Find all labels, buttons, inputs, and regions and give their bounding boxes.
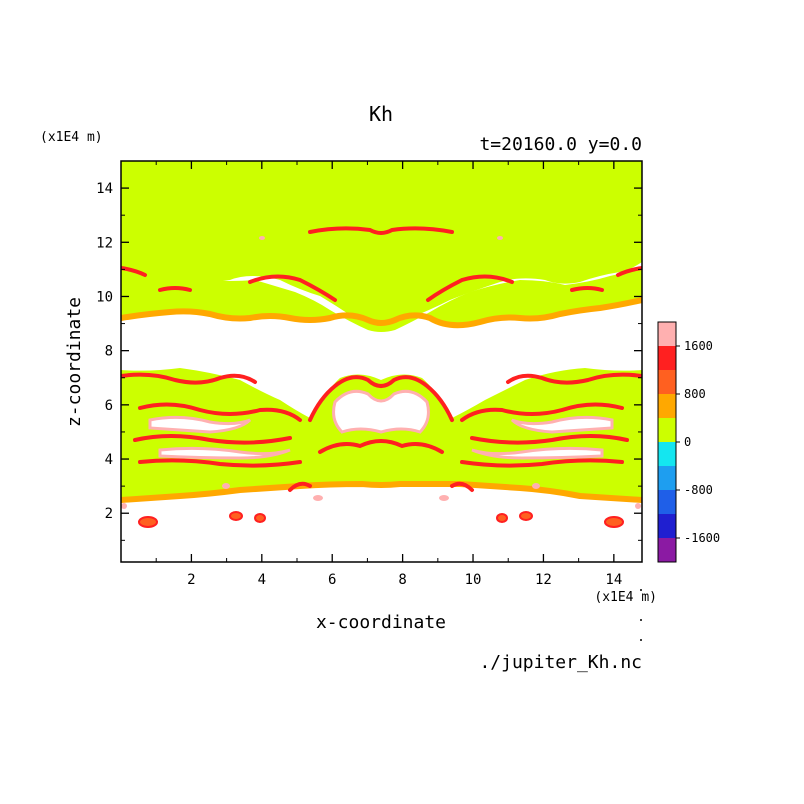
- y-axis-ticks: 2 4 6 8 10 12 14: [96, 160, 642, 541]
- x-axis-ticks: 2 4 6 8 10 12 14: [155, 161, 622, 588]
- colorbar-label: -1600: [684, 531, 720, 545]
- x-tick-label: 10: [465, 572, 482, 588]
- x-unit-label: (x1E4 m): [594, 590, 657, 605]
- colorbar-label: 0: [684, 435, 691, 449]
- colorbar-swatch: [658, 370, 676, 394]
- x-axis-label: x-coordinate: [316, 612, 446, 633]
- red-contours: [121, 226, 642, 492]
- middle-green-band: [121, 262, 642, 332]
- colorbar-swatch: [658, 418, 676, 442]
- white-pockets: [148, 389, 614, 460]
- y-axis-label: z-coordinate: [64, 297, 85, 427]
- x-tick-label: 8: [398, 572, 406, 588]
- x-tick-label: 12: [535, 572, 552, 588]
- colorbar-label: 800: [684, 387, 706, 401]
- chart-title: Kh: [369, 102, 393, 126]
- corner-dots: [640, 589, 642, 641]
- x-tick-label: 2: [187, 572, 195, 588]
- y-tick-label: 12: [96, 235, 113, 251]
- y-tick-label: 6: [105, 398, 113, 414]
- colorbar-swatch: [658, 442, 676, 466]
- colorbar-swatch: [658, 322, 676, 346]
- file-label: ./jupiter_Kh.nc: [479, 652, 642, 673]
- lower-blobs: [138, 511, 624, 528]
- y-tick-label: 4: [105, 452, 113, 468]
- y-tick-label: 14: [96, 181, 113, 197]
- colorbar-swatch: [658, 466, 676, 490]
- colorbar-swatch: [658, 346, 676, 370]
- y-tick-label: 2: [105, 506, 113, 522]
- orange-contours: [121, 297, 642, 503]
- colorbar: -1600 -800 0 800 1600: [657, 321, 720, 563]
- x-tick-label: 4: [258, 572, 266, 588]
- colorbar-swatch: [658, 514, 676, 538]
- x-tick-label: 6: [328, 572, 336, 588]
- y-tick-label: 8: [105, 344, 113, 360]
- colorbar-label: -800: [684, 483, 713, 497]
- y-unit-label: (x1E4 m): [40, 130, 103, 145]
- y-tick-label: 10: [96, 289, 113, 305]
- colorbar-label: 1600: [684, 339, 713, 353]
- plot-frame: [120, 160, 643, 563]
- chart-subtitle: t=20160.0 y=0.0: [479, 134, 642, 155]
- x-tick-label: 14: [605, 572, 622, 588]
- colorbar-swatch: [658, 490, 676, 514]
- colorbar-swatch: [658, 394, 676, 418]
- pink-specks: [121, 236, 641, 509]
- colorbar-swatch: [658, 538, 676, 562]
- contour-field: [121, 161, 642, 562]
- upper-green-region: [121, 161, 642, 330]
